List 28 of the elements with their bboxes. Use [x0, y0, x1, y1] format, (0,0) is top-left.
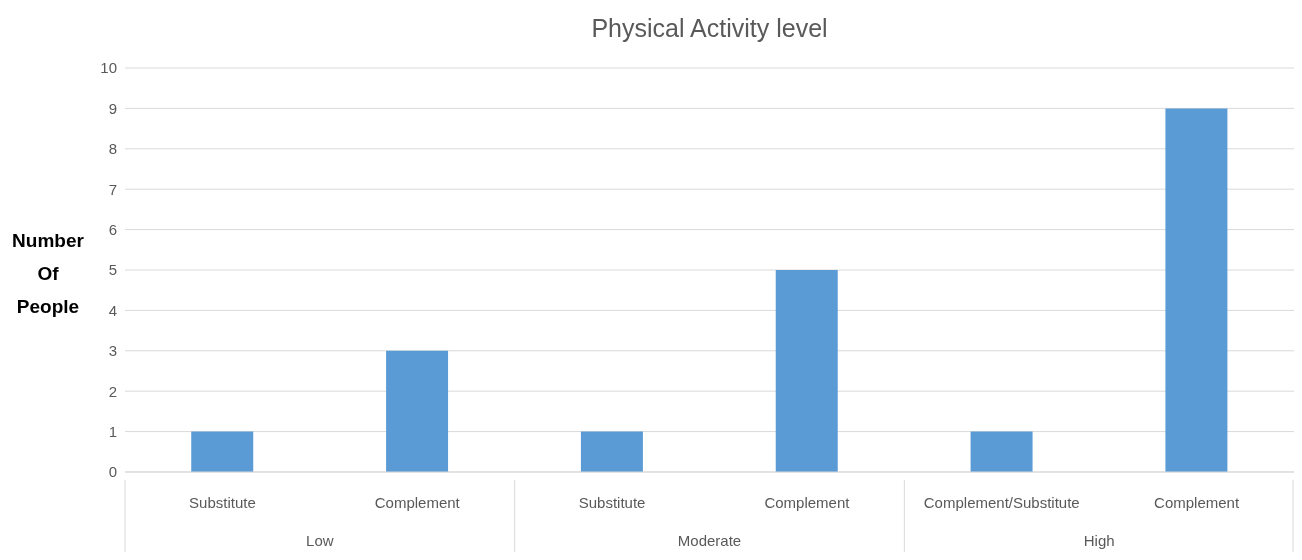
x-tick-label: Complement/Substitute: [923, 494, 1080, 511]
text: Moderate: [677, 532, 742, 549]
bar: [970, 431, 1033, 472]
y-tick-label: 5: [108, 261, 117, 279]
y-tick-label: 3: [108, 342, 117, 360]
y-tick-label: 2: [108, 382, 117, 400]
bar: [1165, 108, 1228, 472]
x-tick-label: Substitute: [578, 494, 646, 511]
y-tick-label: 0: [108, 463, 117, 481]
bar: [775, 270, 838, 472]
y-tick-label: 6: [108, 220, 117, 238]
x-tick-label: Complement: [374, 494, 461, 511]
chart-title: Physical Activity level: [590, 14, 829, 43]
text: Low: [306, 532, 334, 549]
y-tick-label: 8: [108, 140, 117, 158]
y-tick-label: 9: [108, 99, 117, 117]
y-tick-label: 4: [108, 301, 117, 319]
text: High: [1083, 532, 1115, 549]
y-axis-title: Number Of People: [11, 229, 85, 319]
y-tick-label: 1: [108, 422, 117, 440]
bar: [191, 431, 254, 472]
x-tick-label: Complement: [1154, 494, 1240, 511]
bar: [386, 350, 449, 472]
x-tick-label: Complement: [764, 494, 851, 511]
y-tick-label: 7: [108, 180, 117, 198]
x-tick-label: Substitute: [189, 494, 256, 511]
bar: [580, 431, 643, 472]
y-tick-label: 10: [100, 59, 117, 77]
